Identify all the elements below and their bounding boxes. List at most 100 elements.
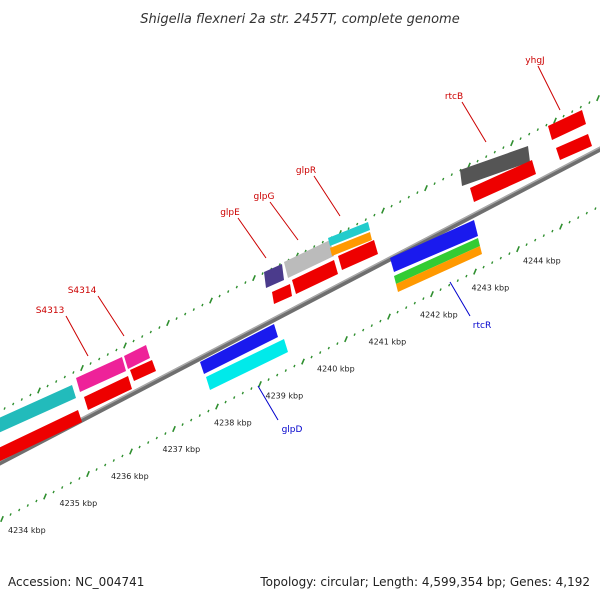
reverse-tick — [362, 328, 365, 332]
reverse-tick — [370, 324, 373, 327]
reverse-tick — [250, 387, 253, 390]
forward-tick — [149, 330, 152, 334]
label-glpG: glpG — [254, 192, 275, 202]
reverse-tick — [69, 481, 72, 485]
feature-glpR-orange — [330, 232, 372, 256]
reverse-tick — [319, 351, 322, 354]
forward-tick — [502, 146, 505, 150]
reverse-tick — [491, 261, 494, 265]
feature-glpE — [264, 264, 284, 288]
forward-tick — [175, 317, 178, 320]
kbp-tick-label: 4238 kbp — [214, 418, 252, 427]
label-rtcB: rtcB — [445, 92, 463, 102]
feature-red-rtcB — [470, 160, 536, 202]
forward-tick — [37, 387, 41, 394]
forward-tick — [63, 375, 66, 379]
forward-tick — [364, 218, 367, 221]
reverse-tick — [465, 274, 468, 278]
forward-tick — [209, 297, 213, 304]
reverse-tick — [138, 445, 141, 449]
reverse-tick — [104, 463, 107, 467]
reverse-tick — [473, 268, 477, 275]
reverse-tick — [405, 306, 408, 309]
reverse-tick — [147, 441, 150, 444]
reverse-tick — [224, 400, 227, 404]
reverse-tick — [9, 513, 12, 516]
reverse-tick — [413, 301, 416, 305]
reverse-tick — [499, 256, 502, 260]
forward-tick — [510, 140, 514, 147]
label-glpR: glpR — [296, 166, 316, 176]
feature-yhgJ — [548, 110, 586, 140]
forward-tick — [562, 114, 565, 118]
forward-tick — [166, 319, 170, 327]
kbp-tick-label: 4242 kbp — [420, 311, 458, 320]
forward-tick — [407, 195, 410, 199]
genome-backbone — [0, 146, 600, 466]
forward-tick — [381, 207, 385, 214]
forward-tick — [579, 105, 582, 109]
reverse-tick — [215, 403, 219, 410]
reverse-tick — [534, 238, 537, 242]
feature-s4313 — [76, 357, 126, 392]
reverse-tick — [559, 223, 563, 230]
forward-tick — [571, 110, 574, 114]
forward-tick — [416, 191, 419, 195]
forward-tick — [450, 173, 453, 177]
forward-tick — [390, 204, 393, 208]
reverse-tick — [26, 504, 29, 507]
reverse-tick — [422, 297, 425, 301]
kbp-tick-label: 4234 kbp — [8, 526, 46, 535]
kbp-tick-label: 4241 kbp — [369, 337, 407, 346]
reverse-tick — [594, 207, 597, 211]
forward-tick — [519, 137, 522, 141]
forward-tick — [89, 362, 92, 365]
forward-tick — [192, 308, 195, 311]
reverse-tick — [516, 246, 520, 253]
reverse-tick — [551, 229, 554, 233]
label-S4313: S4313 — [36, 306, 65, 316]
forward-tick — [485, 155, 488, 159]
feature-red-a — [84, 376, 132, 410]
feature-cyan-glpD — [206, 339, 288, 390]
reverse-tick — [585, 211, 588, 215]
forward-tick — [261, 272, 264, 275]
forward-tick — [227, 290, 230, 293]
feature-track — [0, 110, 592, 462]
feature-glpG — [284, 240, 334, 278]
reverse-tick — [121, 454, 124, 458]
forward-tick — [55, 380, 58, 383]
feature-rtcB — [460, 146, 530, 186]
reverse-tick — [155, 436, 158, 440]
reverse-tick — [336, 342, 339, 345]
label-yhgJ: yhgJ — [525, 56, 544, 66]
feature-s4314 — [124, 345, 150, 369]
forward-tick — [424, 184, 428, 192]
forward-tick — [252, 274, 256, 282]
forward-tick — [132, 339, 135, 343]
reverse-tick — [129, 448, 133, 455]
reverse-tick — [430, 290, 434, 298]
forward-tick — [442, 177, 445, 181]
forward-tick — [98, 357, 101, 361]
reverse-tick — [448, 283, 451, 287]
forward-tick — [528, 132, 531, 136]
forward-tick — [596, 95, 600, 102]
reverse-tick — [508, 252, 511, 256]
reverse-tick — [301, 358, 305, 365]
reverse-tick — [233, 396, 236, 399]
feature-orange-rtcR — [396, 246, 482, 292]
forward-tick — [235, 285, 238, 289]
forward-tick — [123, 342, 127, 349]
reverse-tick — [344, 335, 348, 343]
forward-tick — [433, 182, 436, 186]
reverse-tick — [456, 279, 459, 283]
feature-red-glpR — [338, 240, 378, 270]
label-rtcR: rtcR — [473, 321, 491, 331]
reverse-tick — [198, 414, 201, 417]
forward-tick — [29, 393, 32, 397]
reverse-tick — [525, 243, 528, 247]
forward-tick — [46, 384, 49, 388]
forward-tick — [356, 222, 359, 226]
reverse-tick — [310, 355, 313, 359]
